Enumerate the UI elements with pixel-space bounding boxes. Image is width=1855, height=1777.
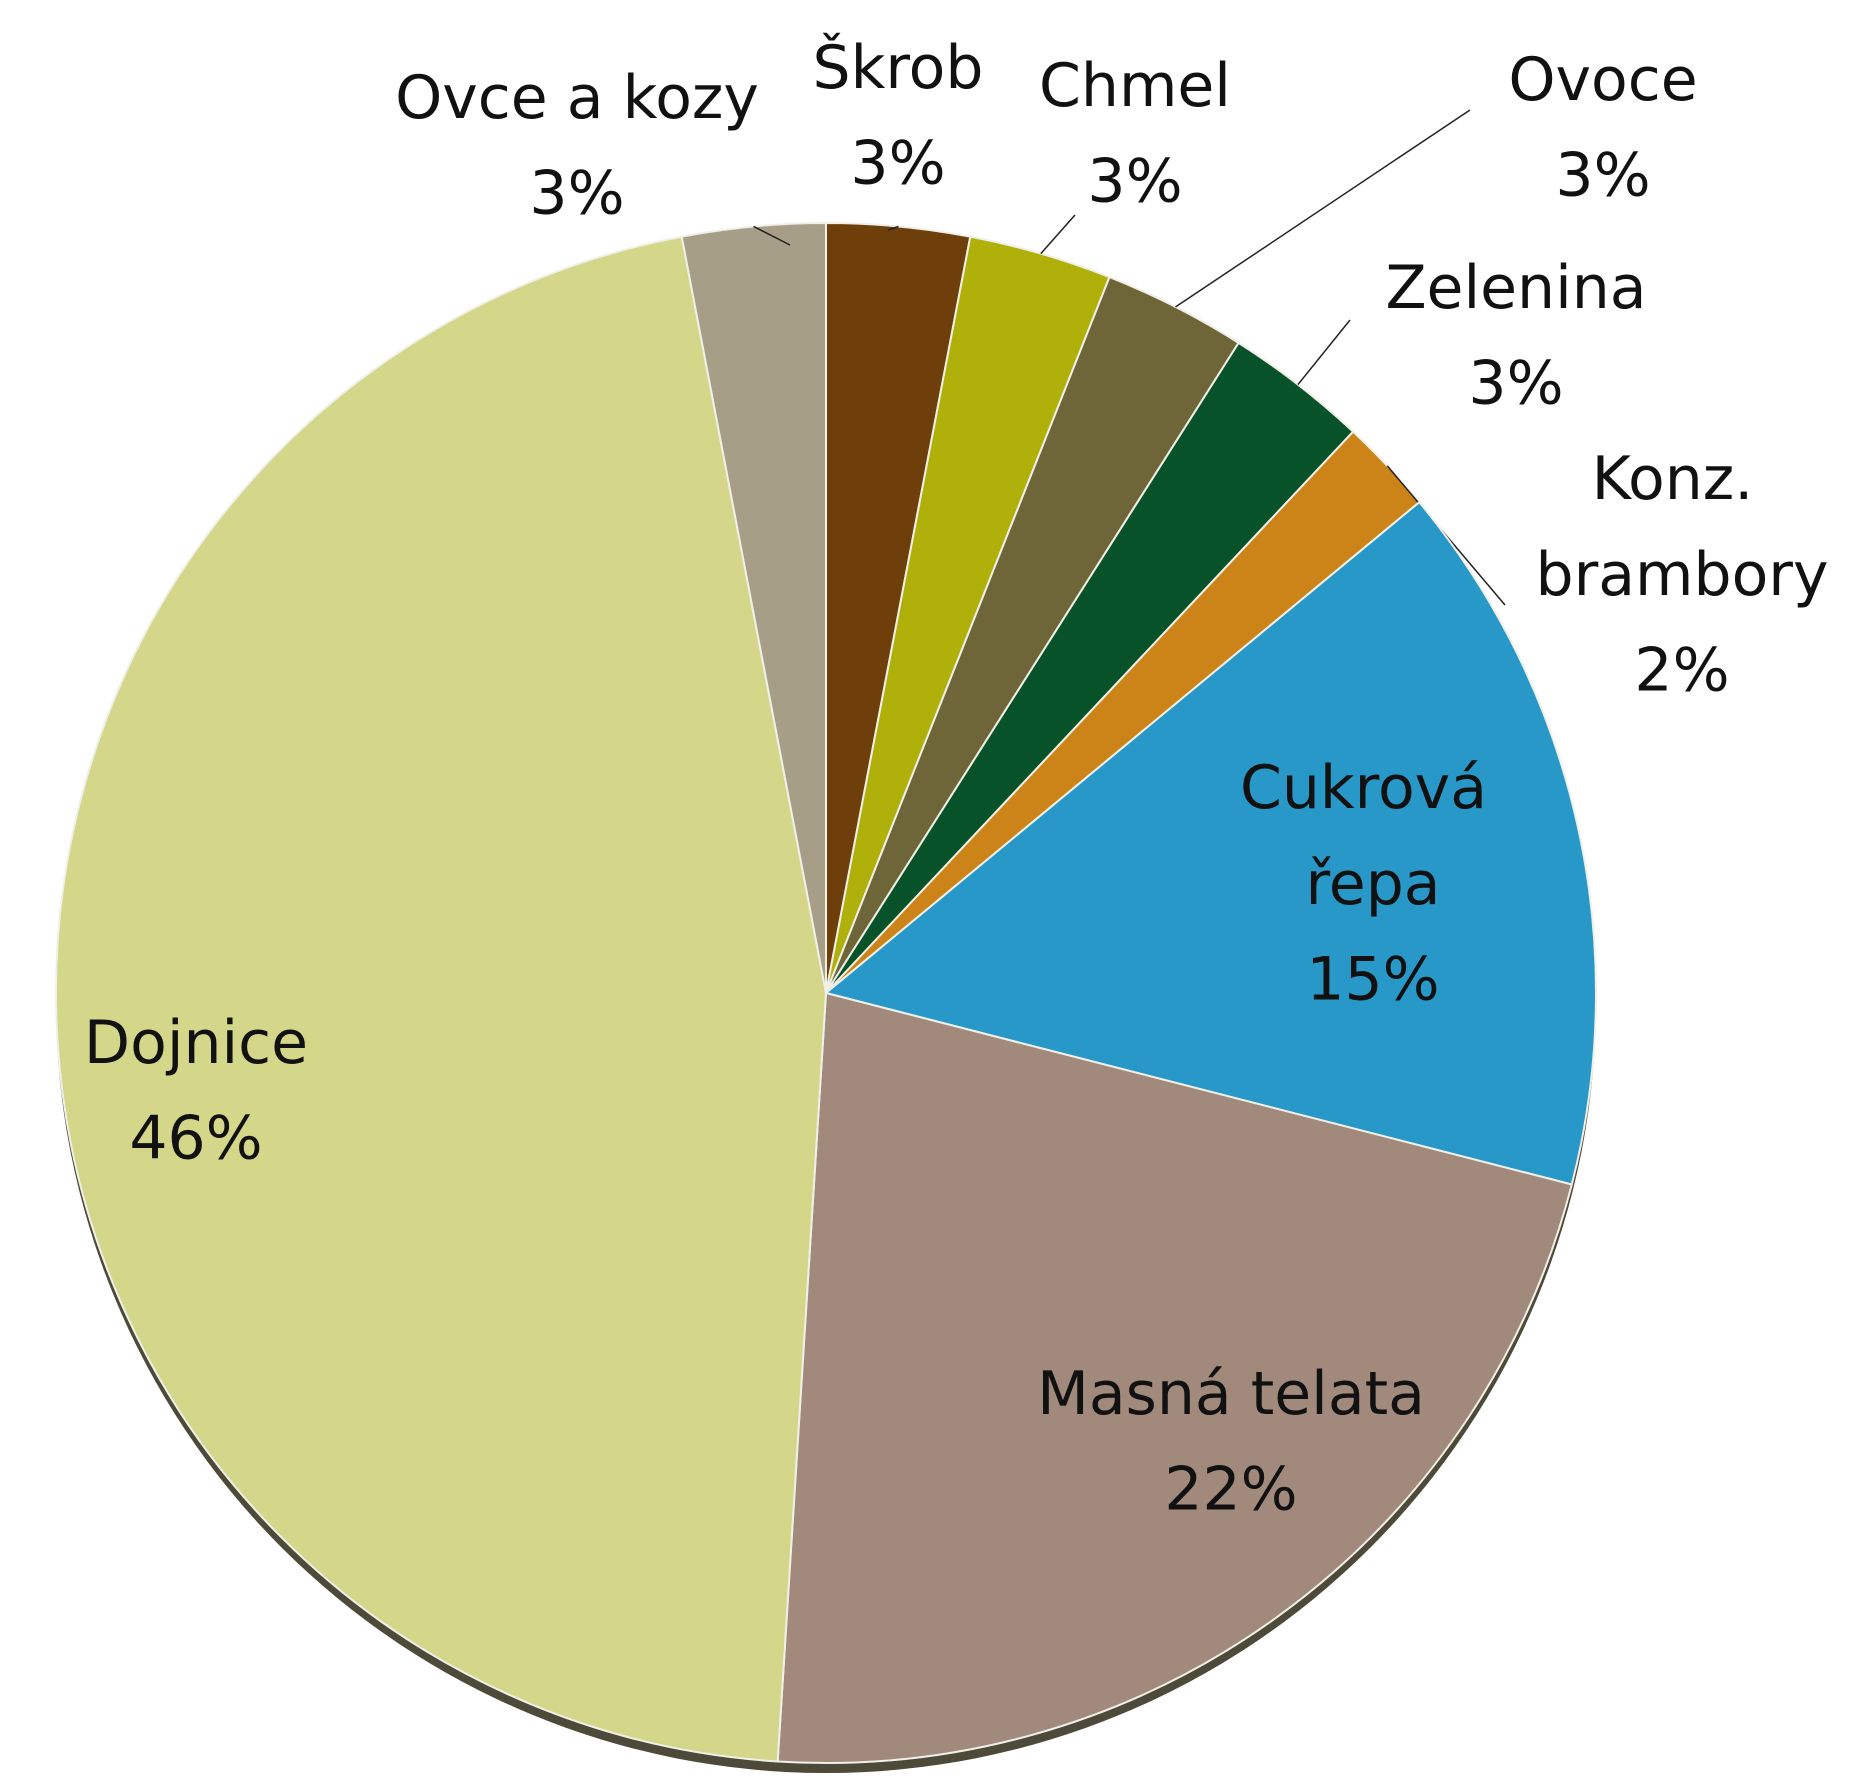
slice-value-label: 46% — [129, 1104, 262, 1174]
leader-line — [1040, 214, 1076, 255]
slice-label: Dojnice — [84, 1008, 308, 1078]
pie-slice — [776, 991, 1574, 1764]
leader-line — [1297, 319, 1351, 386]
slice-value-label: 15% — [1306, 945, 1439, 1015]
slice-label: Masná telata — [1037, 1359, 1425, 1429]
leader-line — [753, 225, 791, 246]
slice-label: Ovce a kozy — [395, 63, 759, 133]
slice-label: Cukrová řepa — [1240, 753, 1506, 919]
slice-value-label: 3% — [850, 129, 945, 199]
pie-slice — [55, 235, 828, 1763]
slice-label: Ovoce — [1508, 45, 1697, 115]
slice-label: Zelenina — [1385, 253, 1646, 323]
slice-value-label: 22% — [1164, 1455, 1297, 1525]
slice-label: Konz. brambory — [1536, 444, 1829, 610]
leader-line — [1175, 109, 1471, 308]
slice-value-label: 3% — [529, 159, 624, 229]
pie-slice — [823, 500, 1597, 1186]
slice-value-label: 3% — [1087, 147, 1182, 217]
slice-value-label: 3% — [1555, 141, 1650, 211]
slice-label: Chmel — [1039, 51, 1231, 121]
leader-line — [887, 225, 899, 231]
slice-label: Škrob — [813, 32, 984, 103]
slice-value-label: 3% — [1468, 349, 1563, 419]
slice-value-label: 2% — [1634, 636, 1729, 706]
